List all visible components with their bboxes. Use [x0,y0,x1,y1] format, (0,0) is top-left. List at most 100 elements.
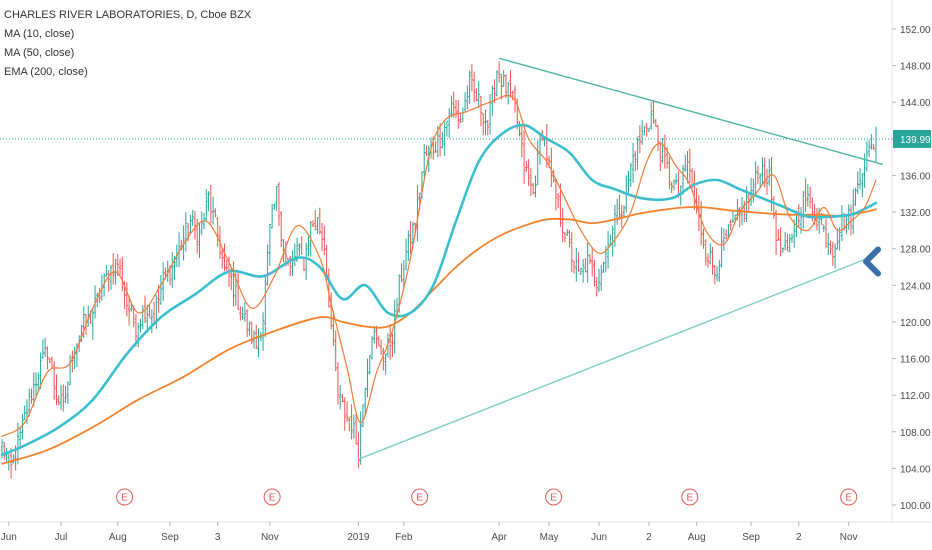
price-bar [466,85,469,110]
price-bar [833,243,837,269]
price-bar [768,158,771,187]
price-bar [379,339,383,355]
price-bar [118,258,122,275]
price-bar [591,247,594,277]
price-bar [831,241,835,266]
price-bar [475,88,478,102]
price-bar [139,318,142,333]
price-bar [867,139,871,157]
price-bar [404,238,408,271]
price-bar [752,178,755,203]
price-bar [214,208,217,218]
price-bar [663,134,667,169]
price-bar [280,211,283,248]
price-tick-label: 128.00 [900,245,931,256]
trendline-upper [498,57,883,166]
price-bar [400,263,403,283]
price-bar [373,325,376,344]
price-bar [304,242,308,281]
price-bar [18,426,22,450]
price-bar [350,404,353,440]
arrow-marker [863,246,881,277]
price-bar [536,140,539,186]
price-bar [774,209,778,256]
price-bar [504,74,508,99]
price-bar [323,225,326,256]
price-bar [248,321,251,336]
price-bar [836,228,839,250]
ema200-line [1,206,877,465]
time-axis: Jun Jul Aug Sep 3 Nov 2019 Feb Apr May Jun 2 Aug Sep 2… [1,522,858,543]
price-bar [493,79,496,104]
price-tick-label: 112.00 [900,391,930,402]
price-bar [602,261,605,273]
price-tick-label: 136.00 [900,171,931,182]
price-bar [37,372,40,391]
price-bar [370,336,374,360]
price-bar [166,260,169,282]
price-bar [241,306,244,321]
price-bar [223,243,226,272]
price-bar [198,222,201,258]
price-bar [62,384,65,412]
earnings-label: E [121,493,128,504]
price-bar [57,395,60,406]
price-bar [861,173,864,198]
price-bar [28,388,31,417]
price-bar [491,85,494,116]
earnings-circle [116,488,134,506]
price-bar [3,441,6,460]
price-bar [595,277,598,297]
price-bar [182,225,185,261]
price-bar [849,204,853,236]
price-bar [482,113,485,136]
price-bar [647,127,651,132]
time-tick-label: Sep [742,532,760,543]
price-bar [734,214,737,221]
price-bar [793,219,796,248]
price-bar [239,306,242,321]
time-tick-label: Aug [688,532,706,543]
price-bar [377,335,381,347]
price-bar [64,385,67,403]
ma10-line [1,94,877,437]
price-bar [191,210,194,226]
price-bar [840,205,844,242]
price-bar [468,70,471,104]
price-bar [870,133,873,150]
price-bar [105,265,108,277]
price-bar [854,187,857,206]
price-bar [615,198,619,225]
price-bar [790,233,794,243]
price-bar [497,61,501,83]
price-bar [43,337,47,357]
price-bar [368,354,371,375]
price-tick-label: 108.00 [900,428,931,439]
price-bar [127,296,131,326]
price-bar [39,352,42,390]
price-bar [643,126,646,136]
price-tick-label: 132.00 [900,208,931,219]
price-bar [250,321,253,345]
price-bar [132,305,135,328]
earnings-circle [840,488,858,506]
price-bar [339,384,342,410]
price-bar [125,281,129,317]
price-bar [779,227,782,257]
price-bar [341,394,344,402]
earnings-circle [411,488,429,506]
price-bar [788,233,791,253]
price-bar [12,454,15,464]
price-bar [336,362,340,405]
price-bar [298,243,301,257]
price-bar [704,239,707,266]
price-bar [509,69,512,98]
price-bar [243,301,247,322]
price-tick-label: 100.00 [900,501,931,512]
price-bar [715,266,719,282]
earnings-label: E [845,493,852,504]
price-bar [354,412,358,445]
earnings-circle [681,488,699,506]
